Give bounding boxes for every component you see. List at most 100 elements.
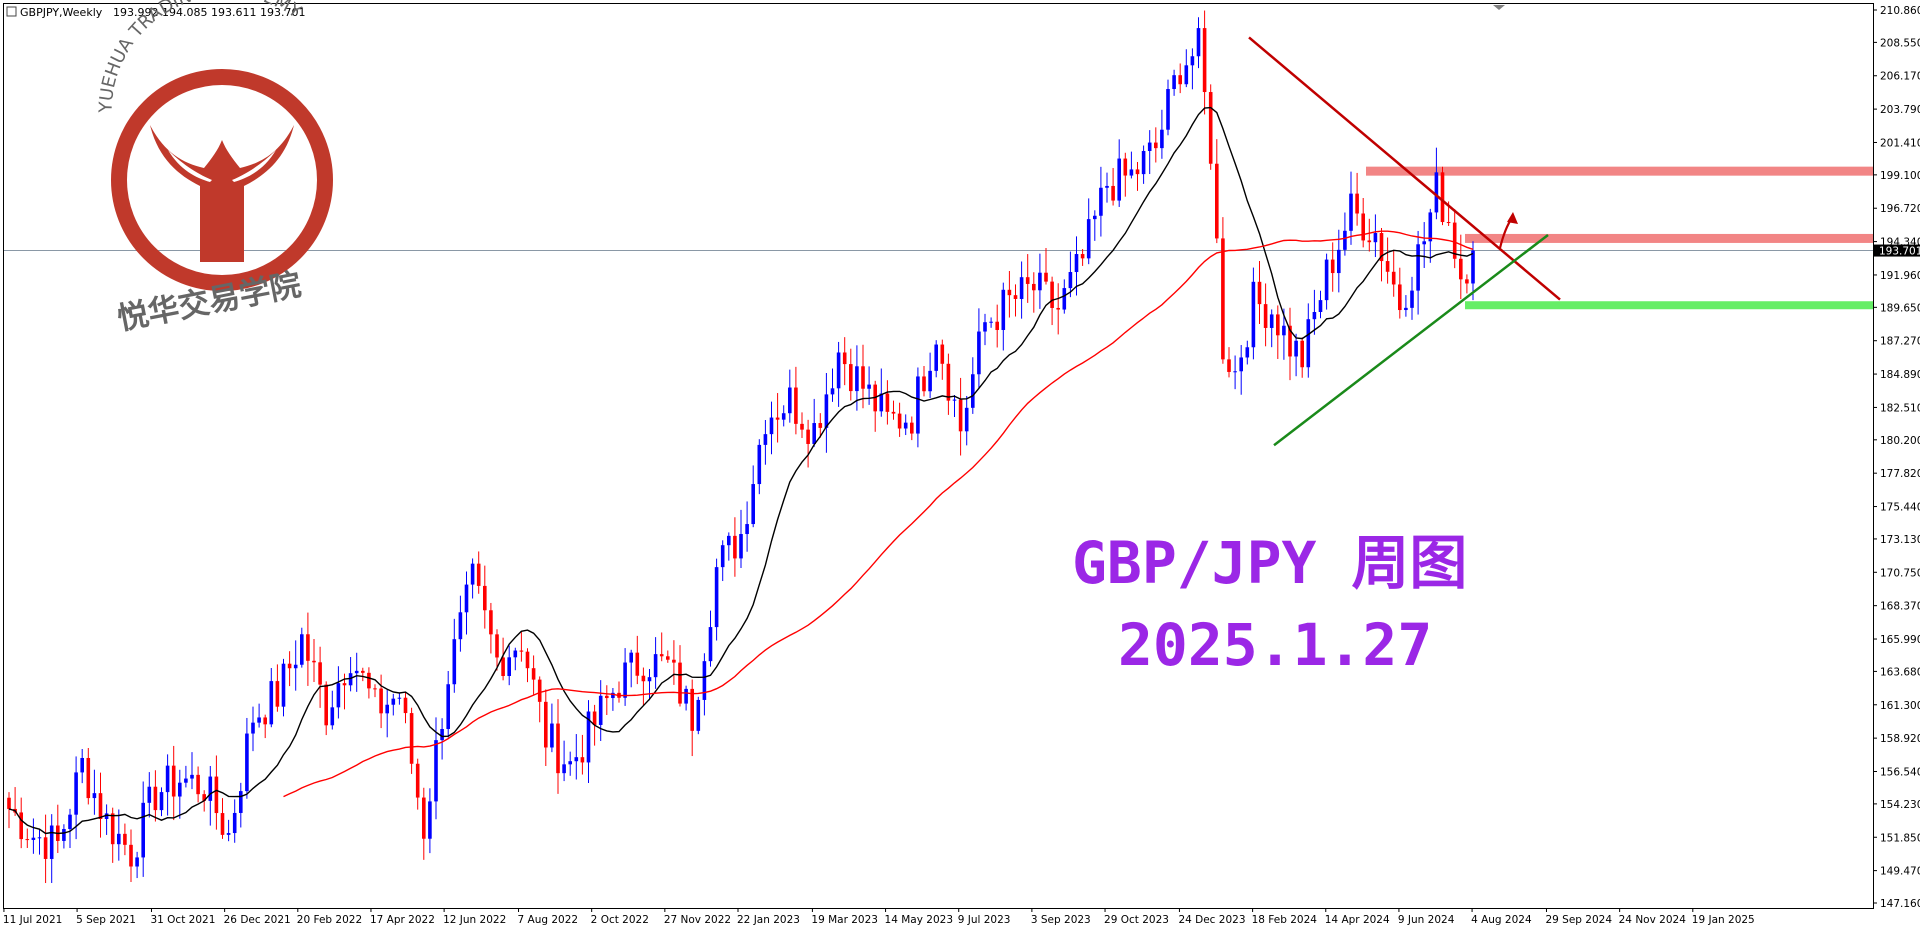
x-tick-label: 24 Dec 2023	[1178, 914, 1245, 926]
candle-body	[1343, 230, 1347, 250]
candle-body	[562, 764, 566, 774]
y-tick-label: 194.340	[1880, 237, 1920, 249]
candle-body	[1337, 249, 1341, 274]
candle-body	[891, 411, 896, 414]
candle-body	[446, 684, 450, 730]
candle-body	[1184, 65, 1189, 85]
candle-body	[263, 717, 267, 725]
y-tick-label: 191.960	[1880, 270, 1920, 282]
candle-body	[31, 837, 36, 840]
candle-body	[117, 833, 121, 845]
y-tick-label: 199.100	[1880, 170, 1920, 182]
candle-body	[568, 761, 572, 765]
candle-body	[1166, 89, 1170, 130]
candle-body	[769, 417, 774, 435]
candle-body	[501, 657, 505, 677]
candle-body	[1251, 281, 1256, 348]
candle-body	[202, 794, 206, 801]
candle-body	[507, 657, 511, 677]
y-tick-label: 165.990	[1880, 634, 1920, 646]
y-tick-label: 189.650	[1880, 302, 1920, 314]
support-zone	[1465, 301, 1873, 310]
candle-body	[1154, 142, 1158, 149]
candle-body	[1068, 272, 1073, 289]
candle-body	[495, 634, 499, 658]
candle-body	[1062, 288, 1067, 310]
candle-body	[123, 833, 127, 845]
scroll-marker-icon[interactable]	[1493, 5, 1505, 10]
y-tick-label: 206.170	[1880, 71, 1920, 83]
candle-body	[1129, 169, 1134, 176]
y-tick-label: 156.540	[1880, 767, 1920, 779]
candle-body	[1452, 222, 1457, 259]
candle-body	[1367, 240, 1372, 243]
candle-body	[415, 763, 420, 798]
y-axis: 210.860 208.550 206.170 203.790 201.410 199.1…	[1873, 5, 1920, 910]
candle-body	[1227, 359, 1231, 372]
candle-body	[1361, 213, 1365, 241]
logo-ring	[111, 69, 333, 291]
candle-body	[611, 692, 615, 699]
candle-body	[1398, 284, 1402, 311]
y-tick-label: 177.820	[1880, 468, 1920, 480]
candle-body	[519, 650, 524, 652]
candle-body	[25, 839, 30, 841]
candle-body	[330, 707, 335, 726]
candle-body	[1269, 314, 1274, 328]
candle-body	[1086, 219, 1091, 259]
candle-body	[1044, 272, 1048, 282]
candle-body	[86, 757, 91, 799]
candle-body	[1074, 254, 1079, 273]
current-price-line: 193.701	[4, 244, 1920, 258]
candle-body	[1215, 163, 1219, 239]
candle-body	[885, 393, 890, 412]
candle-body	[62, 828, 66, 841]
x-axis: 11 Jul 2021 5 Sep 2021 31 Oct 2021 26 Dec 2…	[3, 908, 1755, 926]
candle-body	[110, 813, 115, 845]
candle-body	[1245, 347, 1250, 358]
candle-body	[702, 661, 707, 700]
candle-body	[824, 394, 829, 428]
candle-body	[178, 782, 182, 797]
candle-body	[1178, 75, 1182, 85]
candle-body	[1294, 340, 1298, 357]
candle-body	[531, 668, 536, 680]
y-tick-label: 170.750	[1880, 567, 1920, 579]
x-tick-label: 29 Oct 2023	[1104, 914, 1169, 926]
candle-body	[141, 802, 145, 858]
candle-body	[1355, 193, 1359, 214]
y-tick-label: 161.300	[1880, 700, 1920, 712]
candle-body	[928, 370, 932, 392]
candle-body	[476, 563, 481, 586]
candle-body	[806, 429, 810, 444]
candle-body	[1416, 244, 1420, 291]
header-ohlc: 193.992 194.085 193.611 193.701	[113, 6, 305, 19]
candle-body	[1404, 307, 1408, 311]
candle-body	[739, 534, 743, 559]
candle-body	[1007, 289, 1012, 296]
candle-body	[861, 366, 865, 389]
candles	[7, 10, 1475, 884]
candle-body	[1013, 295, 1018, 299]
candle-body	[287, 663, 292, 669]
y-tick-label: 158.920	[1880, 733, 1920, 745]
candle-body	[361, 670, 365, 673]
candle-body	[659, 654, 664, 657]
candle-body	[733, 535, 737, 559]
candle-body	[1373, 233, 1378, 243]
candle-body	[696, 699, 701, 731]
candle-body	[7, 797, 11, 809]
candle-body	[171, 765, 176, 797]
x-tick-label: 19 Jan 2025	[1692, 914, 1755, 926]
header-symbol: GBPJPY,Weekly	[20, 6, 103, 19]
candle-body	[385, 704, 389, 714]
candle-body	[49, 825, 54, 859]
candle-body	[800, 423, 804, 430]
candle-body	[336, 683, 341, 708]
candle-body	[1263, 304, 1268, 328]
candle-body	[556, 723, 560, 774]
x-tick-label: 9 Jul 2023	[958, 914, 1011, 926]
candle-body	[964, 407, 969, 432]
trendlines	[1248, 36, 1561, 447]
